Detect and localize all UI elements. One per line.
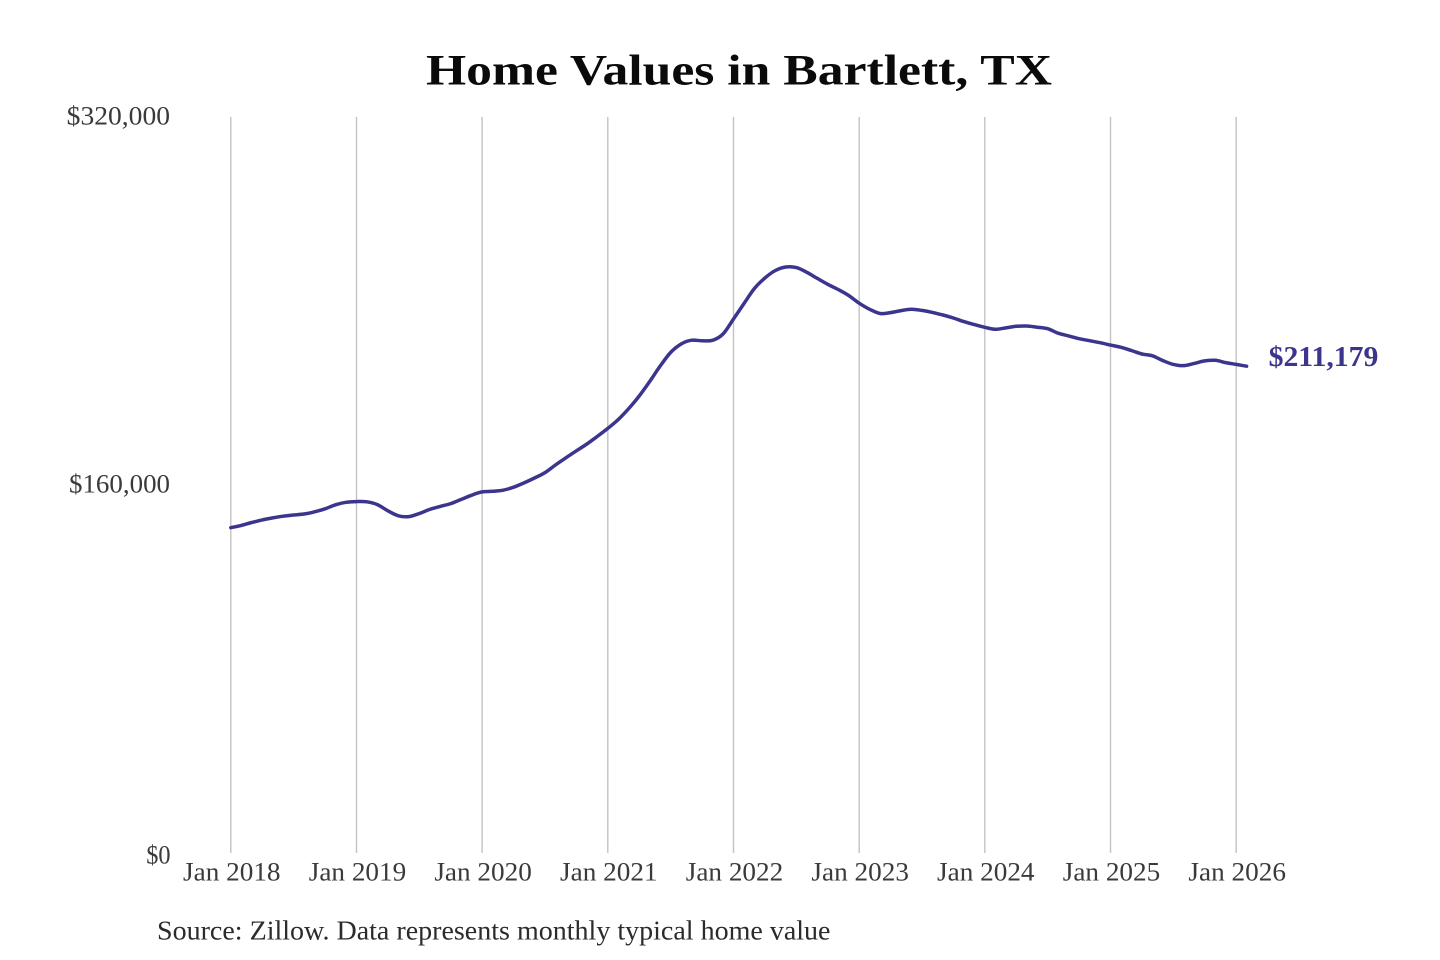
svg-text:Jan 2026: Jan 2026 [1188, 857, 1286, 886]
svg-text:Jan 2025: Jan 2025 [1063, 857, 1161, 886]
svg-text:Jan 2018: Jan 2018 [183, 857, 281, 886]
svg-text:$320,000: $320,000 [67, 101, 170, 130]
svg-text:$211,179: $211,179 [1269, 342, 1379, 373]
svg-text:Jan 2023: Jan 2023 [811, 857, 909, 886]
svg-text:Home Values in Bartlett, TX: Home Values in Bartlett, TX [426, 47, 1052, 94]
svg-text:Jan 2021: Jan 2021 [560, 857, 658, 886]
svg-text:Jan 2022: Jan 2022 [686, 857, 784, 886]
svg-text:Jan 2020: Jan 2020 [434, 857, 532, 886]
svg-text:$0: $0 [146, 841, 170, 870]
svg-text:$160,000: $160,000 [69, 470, 170, 499]
svg-text:Jan 2024: Jan 2024 [937, 857, 1035, 886]
svg-text:Source: Zillow. Data represent: Source: Zillow. Data represents monthly … [157, 915, 831, 945]
svg-text:Jan 2019: Jan 2019 [309, 857, 407, 886]
